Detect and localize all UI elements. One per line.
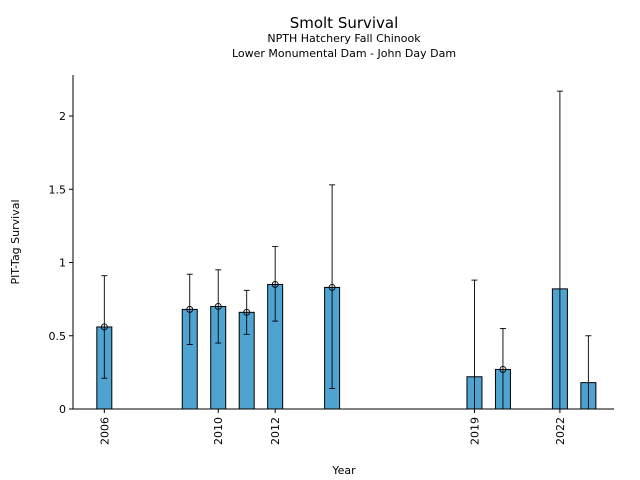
y-tick-label: 2 [59,110,66,123]
y-tick-label: 0.5 [49,330,67,343]
point-marker-2009 [186,305,194,313]
y-tick-label: 1.5 [49,183,67,196]
error-bar-2012 [272,245,279,322]
chart-title: Smolt Survival [290,14,399,32]
y-axis-label: PIT-Tag Survival [9,199,22,284]
y-tick-label: 0 [59,403,66,416]
point-marker-2014 [328,283,336,291]
error-bar-2009 [186,273,193,345]
x-tick-label: 2006 [98,417,111,445]
error-bar-2006 [101,275,108,379]
point-marker-2006 [100,323,108,331]
point-marker-2011 [243,308,251,316]
error-bar-2011 [243,289,250,335]
error-bar-2010 [215,269,222,344]
point-marker-2020 [499,365,507,373]
x-tick-label: 2022 [554,417,567,445]
x-axis-label: Year [331,464,356,477]
error-bar-2020 [499,327,506,409]
error-bar-2014 [329,184,336,389]
x-tick-label: 2019 [468,417,481,445]
chart-subtitle-2: Lower Monumental Dam - John Day Dam [232,47,456,60]
y-tick-label: 1 [59,257,66,270]
error-bar-2023 [585,335,592,409]
chart-subtitle: NPTH Hatchery Fall Chinook [267,32,421,45]
plot-area [96,90,597,410]
point-marker-2012 [271,281,279,288]
error-bar-2022 [556,90,563,409]
point-marker-2010 [214,303,222,310]
x-tick-label: 2010 [212,417,225,445]
error-bar-2019 [471,279,478,409]
x-tick-label: 2012 [269,417,282,445]
